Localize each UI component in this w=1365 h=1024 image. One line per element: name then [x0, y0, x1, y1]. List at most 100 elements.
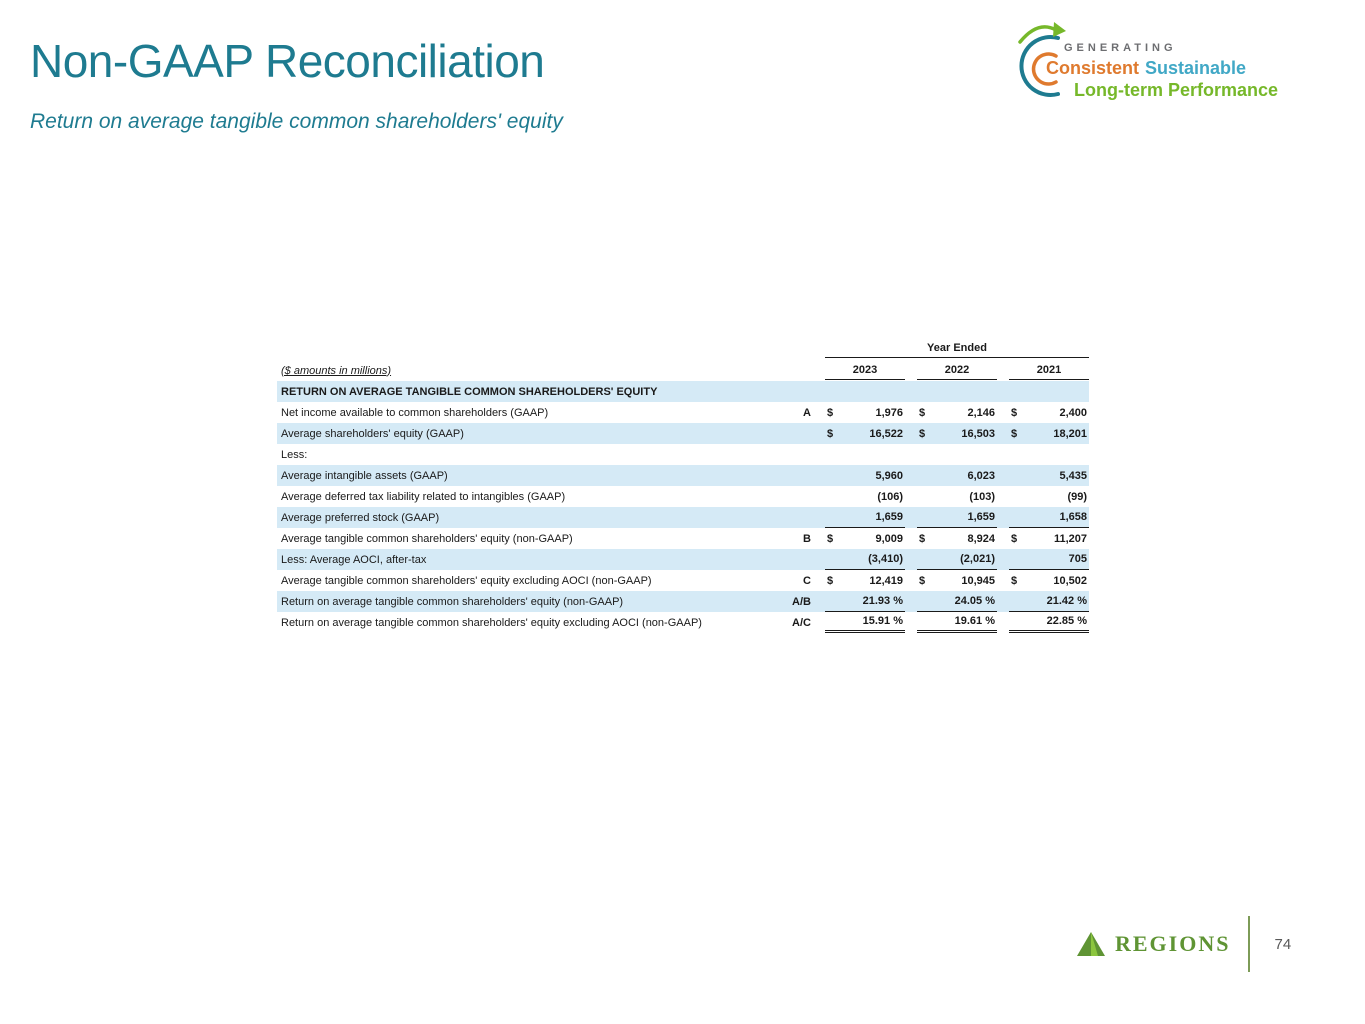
row-value-cell: $1,976: [813, 402, 905, 423]
value-inner: 705: [1009, 549, 1089, 570]
value-number: 9,009: [875, 532, 903, 545]
row-ref: B: [803, 532, 811, 545]
row-label: Return on average tangible common shareh…: [281, 616, 702, 629]
year-header: 2022: [917, 362, 997, 380]
tagline-longterm: Long-term Performance: [1074, 80, 1279, 100]
row-value-cell: 1,659: [813, 507, 905, 528]
value-inner: 6,023: [917, 465, 997, 486]
currency-symbol: $: [919, 574, 926, 587]
value-inner: 21.42 %: [1009, 591, 1089, 612]
currency-symbol: $: [827, 427, 834, 440]
value-inner: [1009, 444, 1089, 465]
value-number: 10,502: [1053, 574, 1087, 587]
year-column-cell: 2022: [905, 360, 997, 381]
row-value-cell: [997, 444, 1089, 465]
value-number: (3,410): [868, 553, 903, 565]
row-ref: A/C: [792, 616, 811, 629]
currency-symbol: $: [827, 574, 834, 587]
row-value-cell: 21.93 %: [813, 591, 905, 612]
currency-symbol: $: [1011, 574, 1018, 587]
value-inner: $9,009: [825, 528, 905, 549]
value-inner: $8,924: [917, 528, 997, 549]
value-inner: [825, 444, 905, 465]
row-value-cell: (3,410): [813, 549, 905, 570]
table-row: Less:: [277, 444, 1089, 465]
table-row: Average intangible assets (GAAP) 5,960 6,0…: [277, 465, 1089, 486]
value-number: (99): [1067, 490, 1087, 503]
year-ended-row: Year Ended: [277, 339, 1089, 360]
value-number: (103): [969, 490, 995, 503]
currency-symbol: $: [827, 532, 834, 545]
value-inner: 1,659: [917, 507, 997, 528]
row-value-cell: 15.91 %: [813, 612, 905, 633]
value-inner: 24.05 %: [917, 591, 997, 612]
row-ref: A/B: [792, 595, 811, 608]
recon-table-body: RETURN ON AVERAGE TANGIBLE COMMON SHAREH…: [277, 381, 1089, 633]
row-ref: [779, 507, 813, 528]
row-ref: A: [803, 406, 811, 419]
row-label: Average tangible common shareholders' eq…: [281, 574, 652, 587]
row-value-cell: $10,945: [905, 570, 997, 591]
value-inner: 19.61 %: [917, 612, 997, 633]
row-ref: [779, 549, 813, 570]
value-number: (2,021): [960, 553, 995, 565]
row-label: Average intangible assets (GAAP): [281, 469, 448, 482]
tagline-line2: Consistent Sustainable: [1046, 58, 1246, 79]
row-value-cell: 5,960: [813, 465, 905, 486]
table-row: Average deferred tax liability related t…: [277, 486, 1089, 507]
year-ended-cell: Year Ended: [813, 339, 1089, 360]
row-ref: [779, 444, 813, 465]
row-ref: C: [803, 574, 811, 587]
value-inner: $12,419: [825, 570, 905, 591]
value-number: 16,522: [869, 427, 903, 440]
row-value-cell: $2,400: [997, 402, 1089, 423]
value-inner: $10,945: [917, 570, 997, 591]
row-value-cell: $16,503: [905, 423, 997, 444]
row-value-cell: $16,522: [813, 423, 905, 444]
page-number: 74: [1274, 935, 1292, 953]
table-row: Average tangible common shareholders' eq…: [277, 528, 1089, 549]
row-value-cell: 705: [997, 549, 1089, 570]
currency-symbol: $: [1011, 532, 1018, 545]
value-inner: 21.93 %: [825, 591, 905, 612]
value-number: 16,503: [961, 427, 995, 440]
value-number: 2,146: [967, 406, 995, 419]
value-number: 8,924: [967, 532, 995, 545]
row-label: Less: Average AOCI, after-tax: [281, 553, 427, 566]
value-number: 22.85 %: [1046, 615, 1087, 627]
year-column-cell: 2021: [997, 360, 1089, 381]
value-inner: $2,400: [1009, 402, 1089, 423]
row-ref: [779, 486, 813, 507]
value-number: 21.42 %: [1046, 595, 1087, 607]
value-inner: 1,659: [825, 507, 905, 528]
year-column-cell: 2023: [813, 360, 905, 381]
row-value-cell: 6,023: [905, 465, 997, 486]
brand-tagline-logo: GENERATING Consistent Sustainable Long-te…: [1012, 12, 1318, 116]
row-value-cell: $12,419: [813, 570, 905, 591]
value-number: 5,435: [1059, 469, 1087, 482]
slide-footer: REGIONS 74: [1076, 914, 1291, 974]
row-value-cell: (99): [997, 486, 1089, 507]
units-note: ($ amounts in millions): [281, 364, 392, 377]
tagline-sustainable: Sustainable: [1145, 58, 1247, 78]
value-inner: [917, 444, 997, 465]
row-label: Average preferred stock (GAAP): [281, 511, 440, 524]
column-header-row: ($ amounts in millions) 2023 2022 2021: [277, 360, 1089, 381]
year-header: 2021: [1009, 362, 1089, 380]
year-ended-label: Year Ended: [825, 342, 1089, 358]
regions-wordmark: REGIONS: [1115, 931, 1231, 956]
row-value-cell: [813, 444, 905, 465]
table-row: Average preferred stock (GAAP) 1,659 1,659…: [277, 507, 1089, 528]
value-number: 2,400: [1059, 406, 1087, 419]
table-row: Return on average tangible common shareh…: [277, 591, 1089, 612]
value-inner: (2,021): [917, 549, 997, 570]
table-row: Net income available to common sharehold…: [277, 402, 1089, 423]
section-title: RETURN ON AVERAGE TANGIBLE COMMON SHAREH…: [281, 385, 658, 398]
row-ref: [779, 423, 813, 444]
value-inner: $1,976: [825, 402, 905, 423]
row-value-cell: 5,435: [997, 465, 1089, 486]
row-label: Average shareholders' equity (GAAP): [281, 427, 464, 440]
empty-cell: [779, 339, 813, 360]
value-number: 24.05 %: [954, 595, 995, 607]
